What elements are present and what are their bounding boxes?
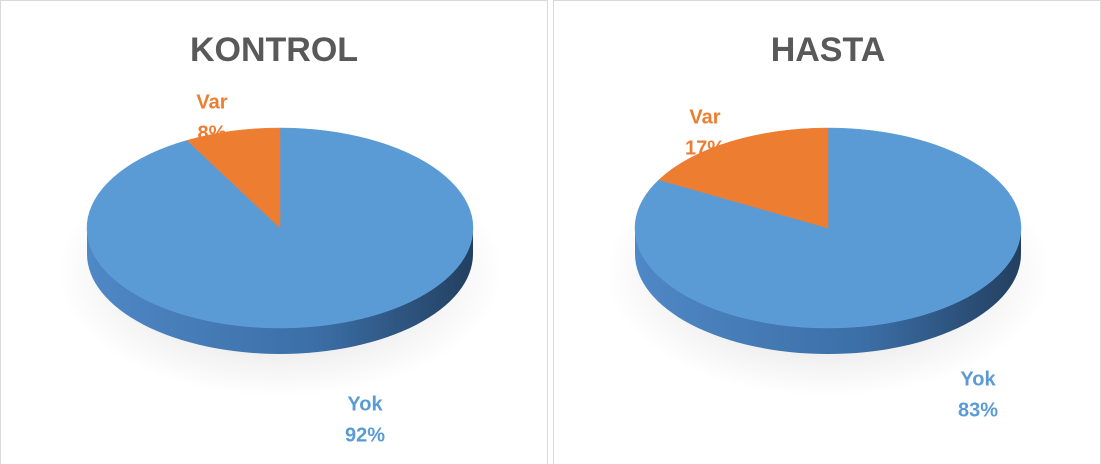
slice-value-label: 92% xyxy=(345,424,385,446)
chart-title: HASTA xyxy=(771,31,886,69)
slice-value-label: 83% xyxy=(958,399,998,421)
pie-slice xyxy=(658,127,829,229)
slice-category: Var xyxy=(196,91,227,113)
slice-category: Yok xyxy=(347,393,383,415)
slice-category: Yok xyxy=(960,368,996,390)
pie-side xyxy=(635,228,1021,354)
slice-value-label: 17% xyxy=(685,137,725,159)
panel-border xyxy=(0,0,548,464)
chart-title: KONTROL xyxy=(190,31,358,69)
pie-slice xyxy=(186,127,281,229)
pie-side xyxy=(87,228,473,354)
slice-category: Var xyxy=(689,106,720,128)
slice-value-label: 8% xyxy=(198,122,227,144)
